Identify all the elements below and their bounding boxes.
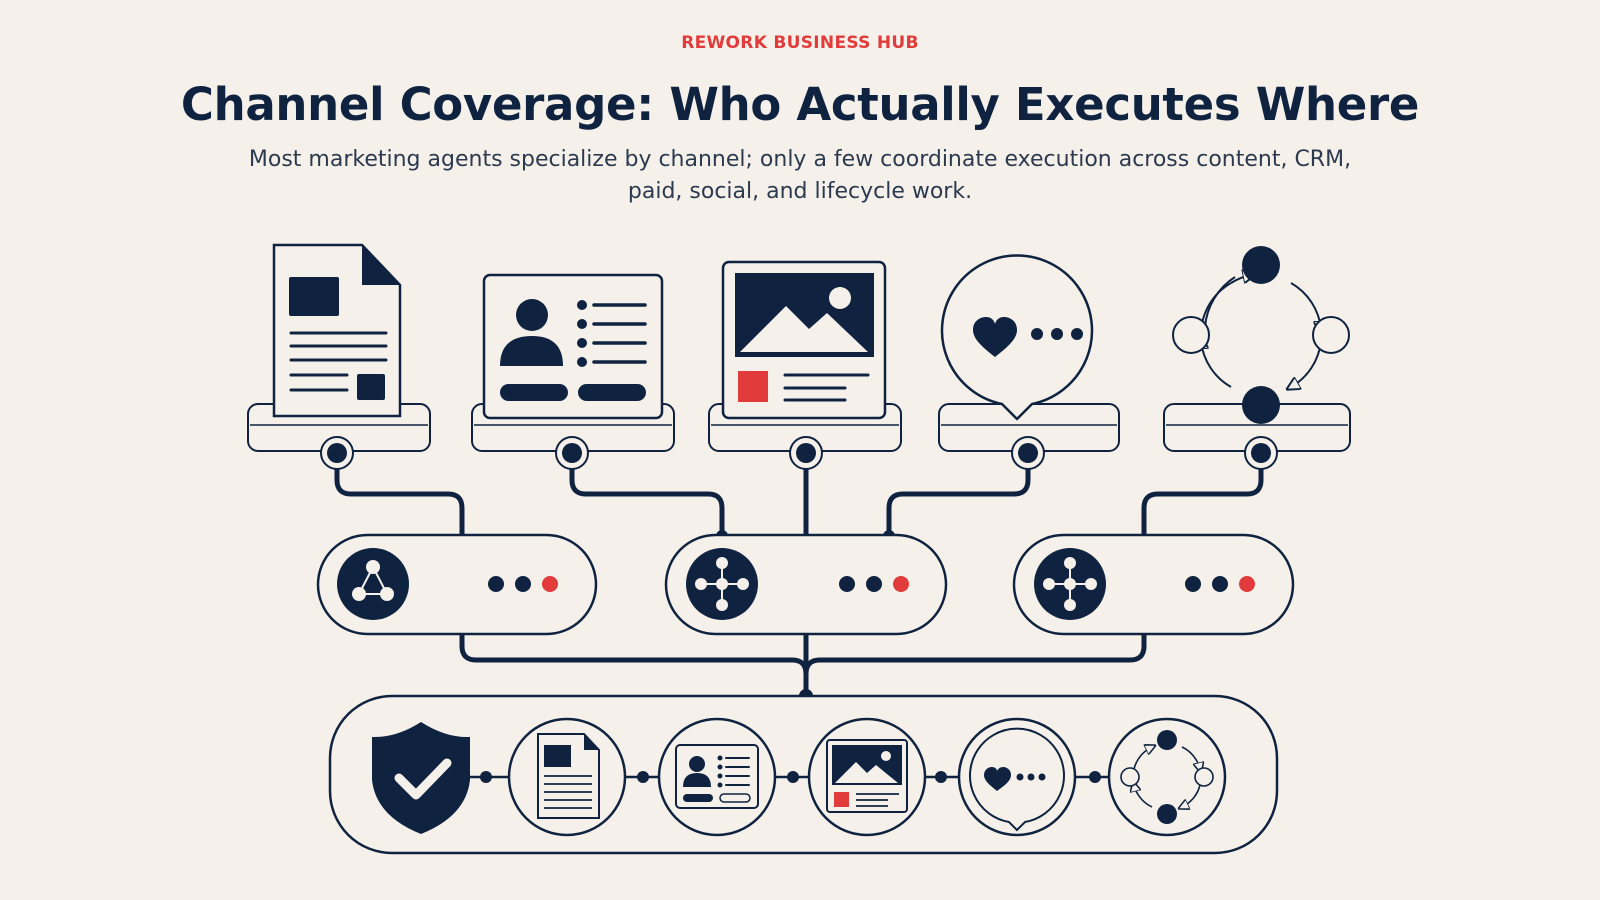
coordinator-bar — [328, 694, 1279, 855]
lifecycle-cycle-icon — [1172, 246, 1350, 424]
connector-agent-1-to-coordinator — [459, 631, 809, 699]
connector-crm-to-agent-2 — [569, 450, 725, 538]
eyebrow-label: REWORK BUSINESS HUB — [681, 33, 919, 53]
status-dots — [488, 576, 558, 592]
channel-node-crm — [471, 273, 675, 470]
agent-pill-1 — [316, 533, 598, 636]
channel-node-paid — [708, 260, 902, 470]
network-node-icon — [337, 548, 409, 620]
status-dots — [1185, 576, 1255, 592]
image-ad-icon — [826, 739, 908, 813]
page-title: Channel Coverage: Who Actually Executes … — [180, 78, 1420, 131]
connector-lifecycle-to-agent-3 — [1141, 450, 1264, 538]
contact-card-icon — [675, 744, 759, 809]
status-dots — [839, 576, 909, 592]
lifecycle-cycle-icon — [1120, 730, 1214, 824]
document-icon — [272, 243, 402, 418]
connector-content-to-agent-1 — [334, 450, 465, 538]
document-icon — [537, 733, 600, 819]
connector-agent-3-to-coordinator — [803, 631, 1147, 699]
channel-node-content — [247, 243, 431, 470]
speech-bubble-heart-icon — [969, 727, 1065, 832]
hub-node-icon — [686, 548, 758, 620]
agent-pill-3 — [1012, 533, 1295, 636]
channel-node-lifecycle — [1163, 246, 1351, 470]
agent-pill-2 — [664, 533, 948, 636]
speech-bubble-heart-icon — [940, 254, 1094, 421]
contact-card-icon — [482, 273, 664, 420]
channel-node-social — [938, 254, 1120, 470]
image-ad-icon — [721, 260, 887, 420]
shield-check-icon — [372, 722, 470, 834]
connector-social-to-agent-2 — [886, 450, 1031, 538]
page-subtitle: Most marketing agents specialize by chan… — [248, 147, 1352, 204]
hub-node-icon — [1034, 548, 1106, 620]
